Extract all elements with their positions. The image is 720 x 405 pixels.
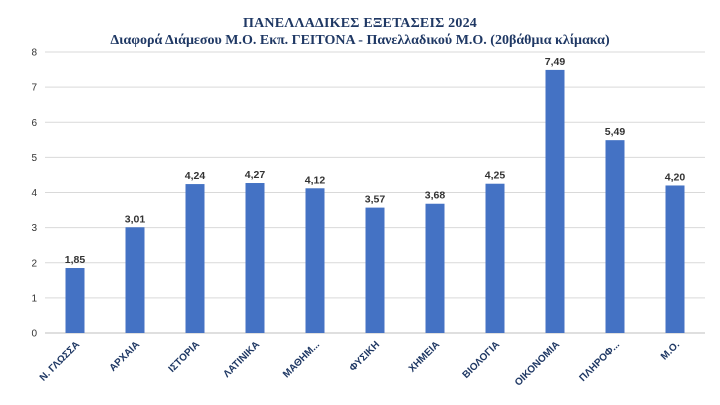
chart-title: ΠΑΝΕΛΛΑΔΙΚΕΣ ΕΞΕΤΑΣΕΙΣ 2024 bbox=[243, 16, 477, 31]
bar bbox=[365, 207, 385, 333]
x-tick-label: ΑΡΧΑΙΑ bbox=[108, 339, 143, 374]
data-label: 4,27 bbox=[245, 169, 266, 181]
bar bbox=[425, 203, 445, 333]
x-tick-label: ΛΑΤΙΝΙΚΑ bbox=[222, 339, 263, 380]
x-tick-label: ΦΥΣΙΚΗ bbox=[348, 339, 383, 374]
x-tick-label: ΜΑΘΗΜ... bbox=[281, 339, 322, 380]
y-tick-label: 6 bbox=[31, 118, 37, 129]
x-tick-label: ΠΛΗΡΟΦ... bbox=[577, 339, 622, 384]
y-tick-label: 7 bbox=[31, 83, 37, 94]
x-tick-label: Μ.Ο. bbox=[659, 339, 682, 362]
data-label: 4,25 bbox=[485, 170, 506, 182]
x-tick-label: ΒΙΟΛΟΓΙΑ bbox=[461, 339, 503, 381]
data-label: 3,68 bbox=[425, 190, 446, 202]
y-tick-label: 2 bbox=[31, 258, 37, 269]
x-tick-label: ΧΗΜΕΙΑ bbox=[407, 339, 442, 374]
bar bbox=[245, 183, 265, 333]
chart-subtitle: Διαφορά Διάμεσου Μ.Ο. Εκπ. ΓΕΙΤΟΝΑ - Παν… bbox=[110, 33, 610, 48]
y-tick-label: 3 bbox=[31, 223, 37, 234]
y-tick-label: 4 bbox=[31, 188, 37, 199]
data-label: 4,24 bbox=[185, 170, 206, 182]
data-label: 1,85 bbox=[65, 254, 86, 266]
bar bbox=[665, 185, 685, 333]
y-tick-label: 0 bbox=[31, 329, 37, 340]
bar bbox=[545, 69, 565, 333]
bar bbox=[305, 188, 325, 333]
y-tick-label: 8 bbox=[31, 48, 37, 59]
data-label: 4,20 bbox=[665, 171, 686, 183]
y-tick-label: 5 bbox=[31, 153, 37, 164]
x-tick-label: ΙΣΤΟΡΙΑ bbox=[167, 339, 202, 374]
data-label: 7,49 bbox=[545, 56, 566, 68]
data-label: 3,57 bbox=[365, 194, 386, 206]
bar bbox=[485, 183, 505, 333]
bar bbox=[605, 140, 625, 333]
y-tick-label: 1 bbox=[31, 293, 37, 304]
x-tick-label: ΟΙΚΟΝΟΜΙΑ bbox=[513, 339, 562, 388]
bar bbox=[185, 184, 205, 333]
bar bbox=[65, 268, 85, 333]
data-label: 4,12 bbox=[305, 174, 326, 186]
bar bbox=[125, 227, 145, 333]
data-label: 3,01 bbox=[125, 213, 146, 225]
data-label: 5,49 bbox=[605, 126, 626, 138]
x-tick-label: Ν. ΓΛΩΣΣΑ bbox=[38, 339, 82, 383]
